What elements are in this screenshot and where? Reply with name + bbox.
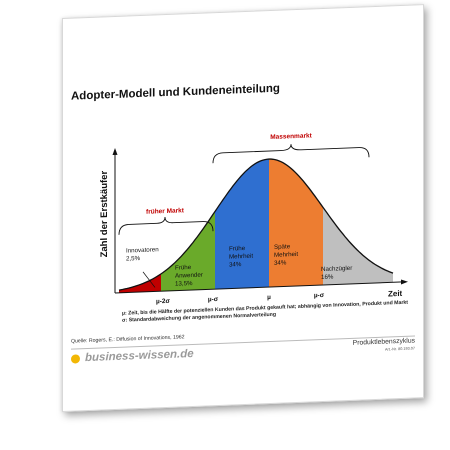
x-axis-arrow-icon <box>401 279 408 285</box>
x-axis <box>115 281 403 294</box>
document-page: Adopter-Modell und Kundeneinteilung Zahl… <box>62 4 424 413</box>
innovators-callout-line <box>142 271 156 288</box>
segment-label-late-majority: Späte Mehrheit 34% <box>274 243 300 267</box>
segment-label-early-majority: Frühe Mehrheit 34% <box>229 245 255 269</box>
brand-dot-icon <box>71 353 80 364</box>
x-tick-mu-sigma-right: µ-σ <box>314 292 325 299</box>
adopter-diagram: Zahl der Erstkäufer Zeit früher Markt Ma… <box>99 132 408 306</box>
segment-laggards <box>323 154 393 285</box>
y-axis-arrow-icon <box>112 147 118 156</box>
x-tick-mu-minus-sigma: µ-σ <box>208 296 219 303</box>
bell-curve <box>118 158 394 291</box>
x-tick-mu: µ <box>267 294 271 301</box>
mass-market-brace <box>212 144 370 164</box>
segment-label-innovators: Innovatoren 2,5% <box>126 246 160 262</box>
segment-label-early-adopters: Frühe Anwender 13,5% <box>175 264 205 288</box>
y-axis-label: Zahl der Erstkäufer <box>99 170 110 257</box>
x-tick-mu-minus-2sigma: µ-2σ <box>156 298 171 306</box>
segment-innovators <box>119 154 161 293</box>
segment-label-laggards: Nachzügler 16% <box>321 265 354 281</box>
early-market-label: früher Markt <box>146 207 185 215</box>
x-axis-label: Zeit <box>388 289 403 299</box>
segment-late-majority <box>269 154 323 288</box>
early-market-brace <box>118 216 214 235</box>
mass-market-label: Massenmarkt <box>270 132 312 141</box>
